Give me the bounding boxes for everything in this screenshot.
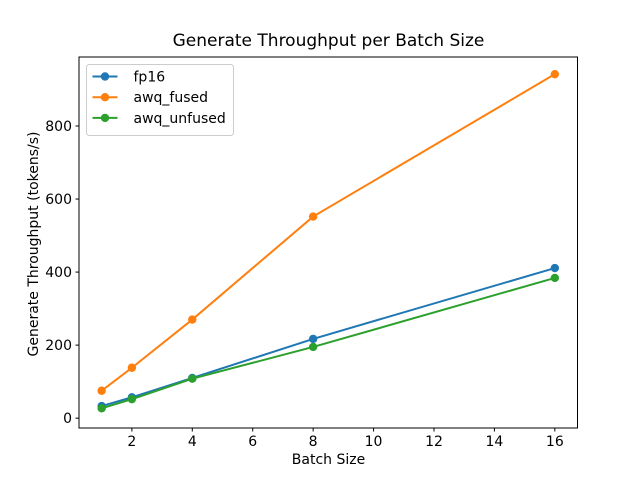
series-line-awq_unfused — [100, 276, 556, 410]
data-point-awq_fused — [97, 386, 106, 395]
y-tick-label: 800 — [45, 119, 72, 135]
x-axis-label: Batch Size — [291, 452, 366, 468]
plot-border — [78, 56, 578, 429]
legend-marker-awq_fused — [100, 93, 110, 102]
chart-title: Generate Throughput per Batch Size — [172, 31, 485, 51]
x-tick-label: 14 — [486, 434, 504, 450]
x-tick-label: 16 — [546, 434, 564, 450]
data-point-awq_unfused — [97, 404, 106, 413]
x-tick-label: 6 — [248, 434, 257, 450]
x-tick-label: 2 — [127, 434, 136, 450]
x-tick-label: 4 — [188, 434, 197, 450]
x-tick-label: 12 — [425, 434, 443, 450]
legend-marker-awq_unfused — [100, 113, 110, 123]
data-point-awq_fused — [550, 69, 560, 79]
y-tick-label: 400 — [45, 265, 72, 281]
legend-label-fp16: fp16 — [134, 70, 166, 86]
legend-marker-fp16 — [100, 72, 110, 81]
x-tick-label: 10 — [365, 434, 383, 450]
data-point-awq_fused — [308, 212, 318, 221]
legend-label-awq_fused: awq_fused — [134, 90, 209, 106]
data-point-awq_unfused — [550, 273, 560, 283]
data-point-fp16 — [550, 263, 560, 273]
x-tick-label: 8 — [309, 434, 318, 450]
data-point-awq_unfused — [127, 394, 137, 404]
y-tick-label: 600 — [45, 192, 72, 208]
data-point-fp16 — [308, 334, 318, 344]
legend-label-awq_unfused: awq_unfused — [134, 111, 226, 127]
data-point-awq_fused — [188, 315, 197, 324]
data-point-awq_unfused — [308, 342, 318, 352]
legend-box — [86, 64, 234, 136]
data-point-awq_fused — [127, 363, 137, 372]
data-point-awq_unfused — [188, 374, 197, 383]
y-tick-label: 200 — [45, 338, 72, 354]
y-tick-label: 0 — [63, 411, 72, 427]
